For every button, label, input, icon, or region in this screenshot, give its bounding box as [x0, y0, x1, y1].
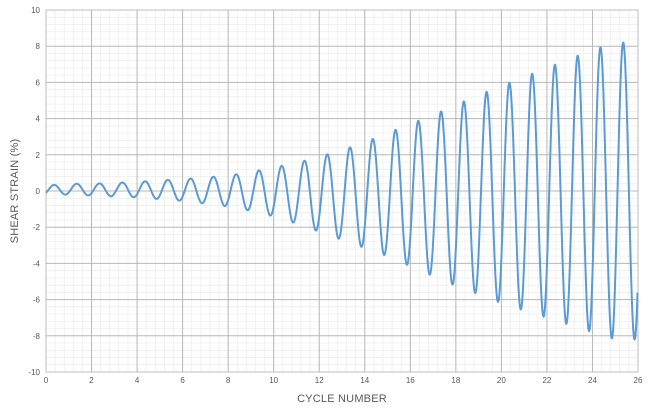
plot-frame [45, 9, 639, 373]
x-tick-label: 8 [226, 376, 231, 385]
x-tick-label: 4 [135, 376, 140, 385]
y-tick-label: -8 [33, 332, 41, 341]
x-tick-label: 24 [588, 376, 597, 385]
y-tick-label: 10 [31, 6, 40, 15]
x-tick-label: 20 [497, 376, 506, 385]
y-tick-label: -4 [33, 259, 41, 268]
x-axis-title: CYCLE NUMBER [297, 393, 387, 405]
x-tick-label: 6 [180, 376, 185, 385]
x-tick-label: 26 [634, 376, 643, 385]
x-axis-tick-labels: 0 2 4 6 8 10 12 14 16 18 20 22 24 26 [44, 376, 643, 385]
x-tick-label: 2 [89, 376, 94, 385]
y-tick-label: -10 [28, 368, 40, 377]
shear-strain-series-line [45, 41, 639, 341]
y-axis-tick-labels: 10 8 6 4 2 0 -2 -4 -6 -8 -10 [28, 6, 40, 377]
y-tick-label: -6 [33, 296, 41, 305]
y-tick-label: 6 [36, 78, 41, 87]
x-tick-label: 0 [44, 376, 49, 385]
x-tick-label: 14 [360, 376, 369, 385]
y-tick-label: 4 [36, 115, 41, 124]
y-tick-label: -2 [33, 223, 41, 232]
x-tick-label: 22 [542, 376, 551, 385]
x-tick-label: 18 [451, 376, 460, 385]
y-tick-label: 2 [36, 151, 41, 160]
y-axis-title: SHEAR STRAIN (%) [9, 139, 21, 244]
y-tick-label: 8 [36, 42, 41, 51]
x-tick-label: 10 [269, 376, 278, 385]
x-tick-label: 16 [406, 376, 415, 385]
x-tick-label: 12 [315, 376, 324, 385]
y-tick-label: 0 [36, 187, 41, 196]
